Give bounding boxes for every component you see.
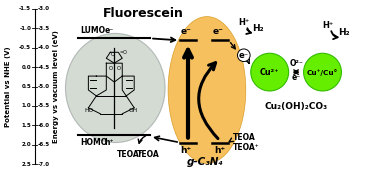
Text: H⁺: H⁺ [322,21,333,30]
Text: e⁻: e⁻ [212,27,223,36]
Text: 1.5: 1.5 [21,123,31,128]
Text: Cu₂(OH)₂CO₃: Cu₂(OH)₂CO₃ [265,102,328,111]
Text: Potential vs NHE (V): Potential vs NHE (V) [5,47,11,127]
Text: h⁺: h⁺ [180,145,192,154]
Ellipse shape [168,17,246,163]
Text: h⁺: h⁺ [104,138,114,147]
Text: 1.0: 1.0 [22,103,31,108]
Text: h⁺: h⁺ [214,145,225,154]
Text: 2.0: 2.0 [22,142,31,147]
Text: Cu²⁺: Cu²⁺ [260,68,279,77]
Text: O: O [110,52,114,57]
Text: -5.5: -5.5 [38,103,50,108]
Ellipse shape [65,33,165,143]
Text: g-C₃N₄: g-C₃N₄ [186,157,223,167]
Text: -6.5: -6.5 [38,142,50,147]
Text: Energy vs vacuum level (eV): Energy vs vacuum level (eV) [54,31,59,143]
Text: H⁺: H⁺ [238,18,249,27]
Text: H₂: H₂ [339,28,350,37]
Text: LUMO: LUMO [81,26,105,35]
Text: 2.5: 2.5 [21,162,31,167]
Text: O²⁻: O²⁻ [289,59,303,68]
Text: -4.5: -4.5 [38,65,50,70]
Text: -3.0: -3.0 [38,6,50,11]
Circle shape [304,53,341,91]
Text: -1.5: -1.5 [19,6,31,11]
Text: e⁻: e⁻ [104,26,113,35]
Text: TEOA: TEOA [137,150,160,159]
Circle shape [251,53,289,91]
Text: TEOA: TEOA [233,133,256,142]
Text: -4.0: -4.0 [38,45,50,50]
Text: -3.5: -3.5 [38,26,50,31]
Text: 0.5: 0.5 [21,84,31,89]
Text: Cu⁺/Cu°: Cu⁺/Cu° [307,69,338,76]
Text: =O: =O [119,50,127,55]
Text: TEOA⁺: TEOA⁺ [233,143,260,152]
Text: -7.0: -7.0 [38,162,50,167]
Text: O: O [108,66,112,71]
Text: HOMO: HOMO [81,138,108,147]
Text: OH: OH [129,108,138,113]
Text: e⁻: e⁻ [181,27,191,36]
Text: e⁻: e⁻ [291,73,301,82]
Text: -1.0: -1.0 [19,26,31,31]
Text: O: O [116,66,120,71]
Text: e⁻: e⁻ [239,51,249,60]
Text: 0.0: 0.0 [22,65,31,70]
Text: -5.0: -5.0 [38,84,50,89]
Text: -0.5: -0.5 [19,45,31,50]
Text: HO: HO [85,108,94,113]
Text: H₂: H₂ [252,24,263,33]
Text: TEOA⁺: TEOA⁺ [117,150,144,159]
Text: Fluorescein: Fluorescein [103,7,184,20]
Text: -6.0: -6.0 [38,123,50,128]
